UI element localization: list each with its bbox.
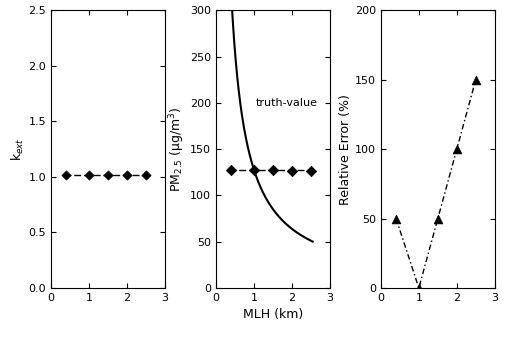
Point <box>123 172 131 178</box>
Y-axis label: Relative Error (%): Relative Error (%) <box>338 94 352 205</box>
Point <box>306 169 314 174</box>
Point <box>227 167 235 172</box>
Point <box>84 172 93 178</box>
X-axis label: MLH (km): MLH (km) <box>242 308 302 321</box>
Y-axis label: PM$_{2.5}$ (μg/m$^3$): PM$_{2.5}$ (μg/m$^3$) <box>167 107 187 192</box>
Point <box>142 172 150 178</box>
Y-axis label: k$_{ext}$: k$_{ext}$ <box>10 137 25 161</box>
Point <box>62 172 70 178</box>
Point <box>287 169 295 174</box>
Point <box>249 167 258 172</box>
Point <box>104 172 112 178</box>
Point <box>391 216 400 221</box>
Point <box>268 168 276 173</box>
Point <box>452 146 460 152</box>
Point <box>471 77 479 83</box>
Text: truth-value: truth-value <box>256 98 317 108</box>
Point <box>414 285 422 291</box>
Point <box>433 216 441 221</box>
